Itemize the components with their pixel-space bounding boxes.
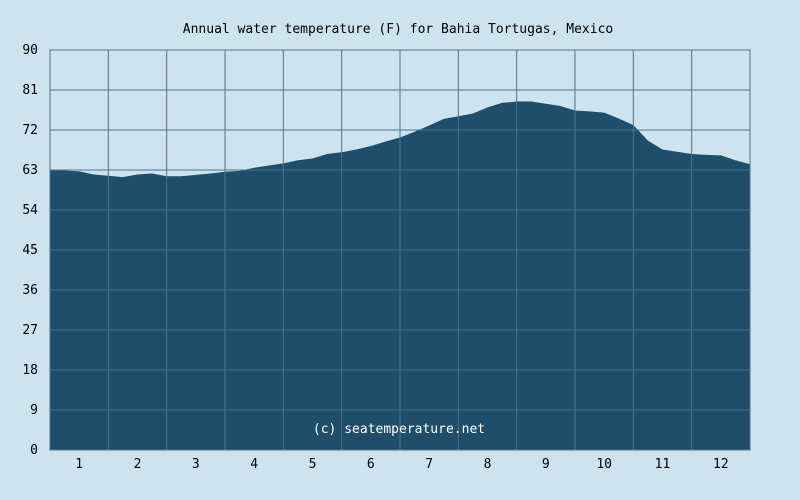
watermark: (c) seatemperature.net [313, 422, 485, 437]
plot-frame [49, 49, 751, 451]
x-tick-label: 5 [309, 457, 317, 472]
x-tick-label: 8 [484, 457, 492, 472]
y-tick-label: 9 [30, 403, 38, 418]
x-tick-label: 11 [655, 457, 671, 472]
x-tick-label: 7 [425, 457, 433, 472]
y-tick-label: 36 [22, 283, 38, 298]
y-tick-label: 81 [22, 83, 38, 98]
y-tick-label: 54 [22, 203, 38, 218]
y-tick-label: 27 [22, 323, 38, 338]
y-tick-label: 45 [22, 243, 38, 258]
x-tick-label: 10 [596, 457, 612, 472]
x-tick-label: 3 [192, 457, 200, 472]
x-tick-label: 6 [367, 457, 375, 472]
x-tick-label: 2 [134, 457, 142, 472]
x-tick-label: 4 [250, 457, 258, 472]
y-tick-label: 90 [22, 43, 38, 58]
y-axis-ticks: 0 9 18 27 36 45 54 63 72 81 90 [22, 43, 38, 458]
chart-title: Annual water temperature (F) for Bahia T… [183, 22, 613, 37]
y-tick-label: 63 [22, 163, 38, 178]
x-tick-label: 9 [542, 457, 550, 472]
y-tick-label: 18 [22, 363, 38, 378]
x-tick-label: 12 [713, 457, 729, 472]
y-tick-label: 72 [22, 123, 38, 138]
y-tick-label: 0 [30, 443, 38, 458]
x-axis-ticks: 1 2 3 4 5 6 7 8 9 10 11 12 [75, 457, 728, 472]
x-tick-label: 1 [75, 457, 83, 472]
